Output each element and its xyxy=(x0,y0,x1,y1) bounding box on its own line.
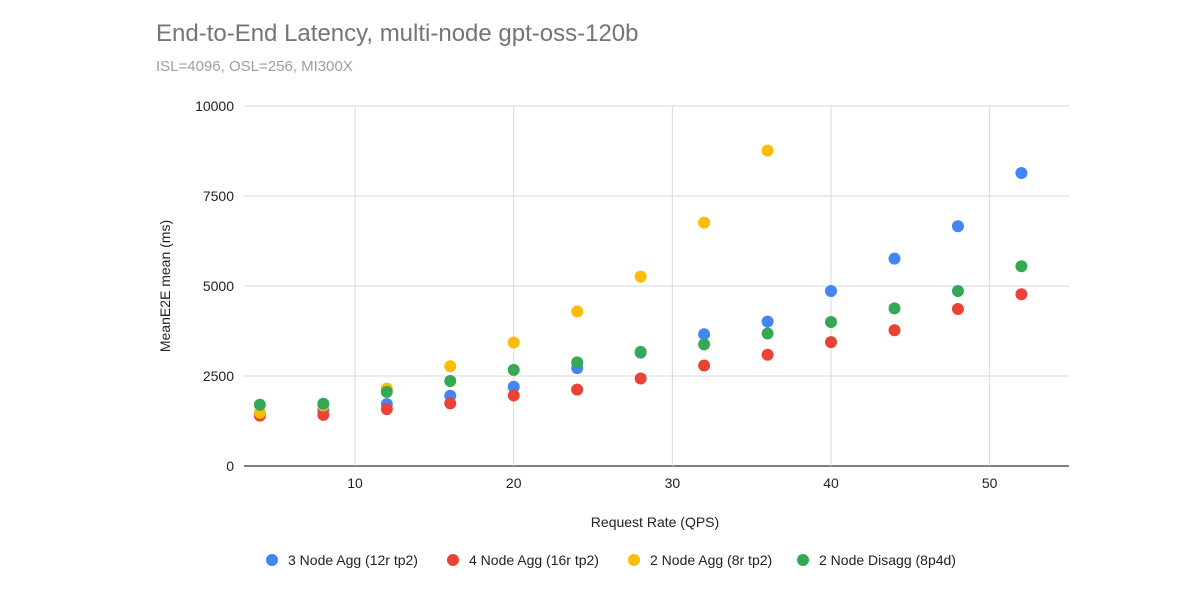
data-point xyxy=(761,144,774,157)
x-tick-label: 40 xyxy=(823,475,839,491)
data-point xyxy=(951,303,964,316)
legend-label: 2 Node Agg (8r tp2) xyxy=(650,552,772,568)
data-point xyxy=(444,360,457,373)
data-point xyxy=(888,324,901,337)
data-point xyxy=(507,380,520,393)
data-point xyxy=(634,270,647,283)
data-point xyxy=(507,363,520,376)
legend-marker xyxy=(797,554,809,566)
data-point xyxy=(698,216,711,229)
data-point xyxy=(698,328,711,341)
data-point xyxy=(888,302,901,315)
data-point xyxy=(761,315,774,328)
data-point xyxy=(698,338,711,351)
data-point xyxy=(380,385,393,398)
x-tick-label: 50 xyxy=(982,475,998,491)
data-point xyxy=(571,356,584,369)
legend-marker xyxy=(628,554,640,566)
x-tick-label: 20 xyxy=(506,475,522,491)
legend-label: 2 Node Disagg (8p4d) xyxy=(819,552,956,568)
legend-marker xyxy=(266,554,278,566)
legend-item: 2 Node Disagg (8p4d) xyxy=(797,552,956,568)
data-point xyxy=(761,348,774,361)
data-point xyxy=(507,336,520,349)
data-point xyxy=(634,372,647,385)
data-point xyxy=(951,285,964,298)
data-point xyxy=(761,327,774,340)
data-point xyxy=(825,336,838,349)
data-point xyxy=(1015,166,1028,179)
data-point xyxy=(888,252,901,265)
data-point xyxy=(951,220,964,233)
data-point xyxy=(825,316,838,328)
data-point xyxy=(1015,260,1028,273)
legend-item: 2 Node Agg (8r tp2) xyxy=(628,552,772,568)
data-point xyxy=(571,305,584,318)
legend-marker xyxy=(447,554,459,566)
x-tick-label: 10 xyxy=(347,475,363,491)
legend-label: 4 Node Agg (16r tp2) xyxy=(469,552,599,568)
data-point xyxy=(634,345,647,358)
y-axis-title: MeanE2E mean (ms) xyxy=(157,220,173,352)
data-point xyxy=(444,375,457,388)
data-point xyxy=(253,398,266,411)
data-point xyxy=(825,285,838,298)
data-point xyxy=(380,403,393,416)
x-tick-label: 30 xyxy=(665,475,681,491)
legend-item: 3 Node Agg (12r tp2) xyxy=(266,552,418,568)
x-axis-title: Request Rate (QPS) xyxy=(591,514,719,530)
legend-label: 3 Node Agg (12r tp2) xyxy=(288,552,418,568)
y-tick-label: 2500 xyxy=(203,368,234,384)
data-point xyxy=(317,408,330,421)
data-point xyxy=(507,389,520,402)
legend-item: 4 Node Agg (16r tp2) xyxy=(447,552,599,568)
chart-subtitle: ISL=4096, OSL=256, MI300X xyxy=(156,58,353,75)
data-point xyxy=(317,397,330,410)
y-tick-label: 0 xyxy=(226,458,234,474)
data-point xyxy=(444,397,457,410)
chart-title: End-to-End Latency, multi-node gpt-oss-1… xyxy=(156,20,639,47)
y-tick-label: 5000 xyxy=(203,278,234,294)
y-tick-label: 7500 xyxy=(203,188,234,204)
data-point xyxy=(698,359,711,372)
data-point xyxy=(571,383,584,396)
legend: 3 Node Agg (12r tp2) 4 Node Agg (16r tp2)… xyxy=(266,552,956,568)
data-point xyxy=(1015,288,1028,301)
y-tick-label: 10000 xyxy=(195,98,234,114)
